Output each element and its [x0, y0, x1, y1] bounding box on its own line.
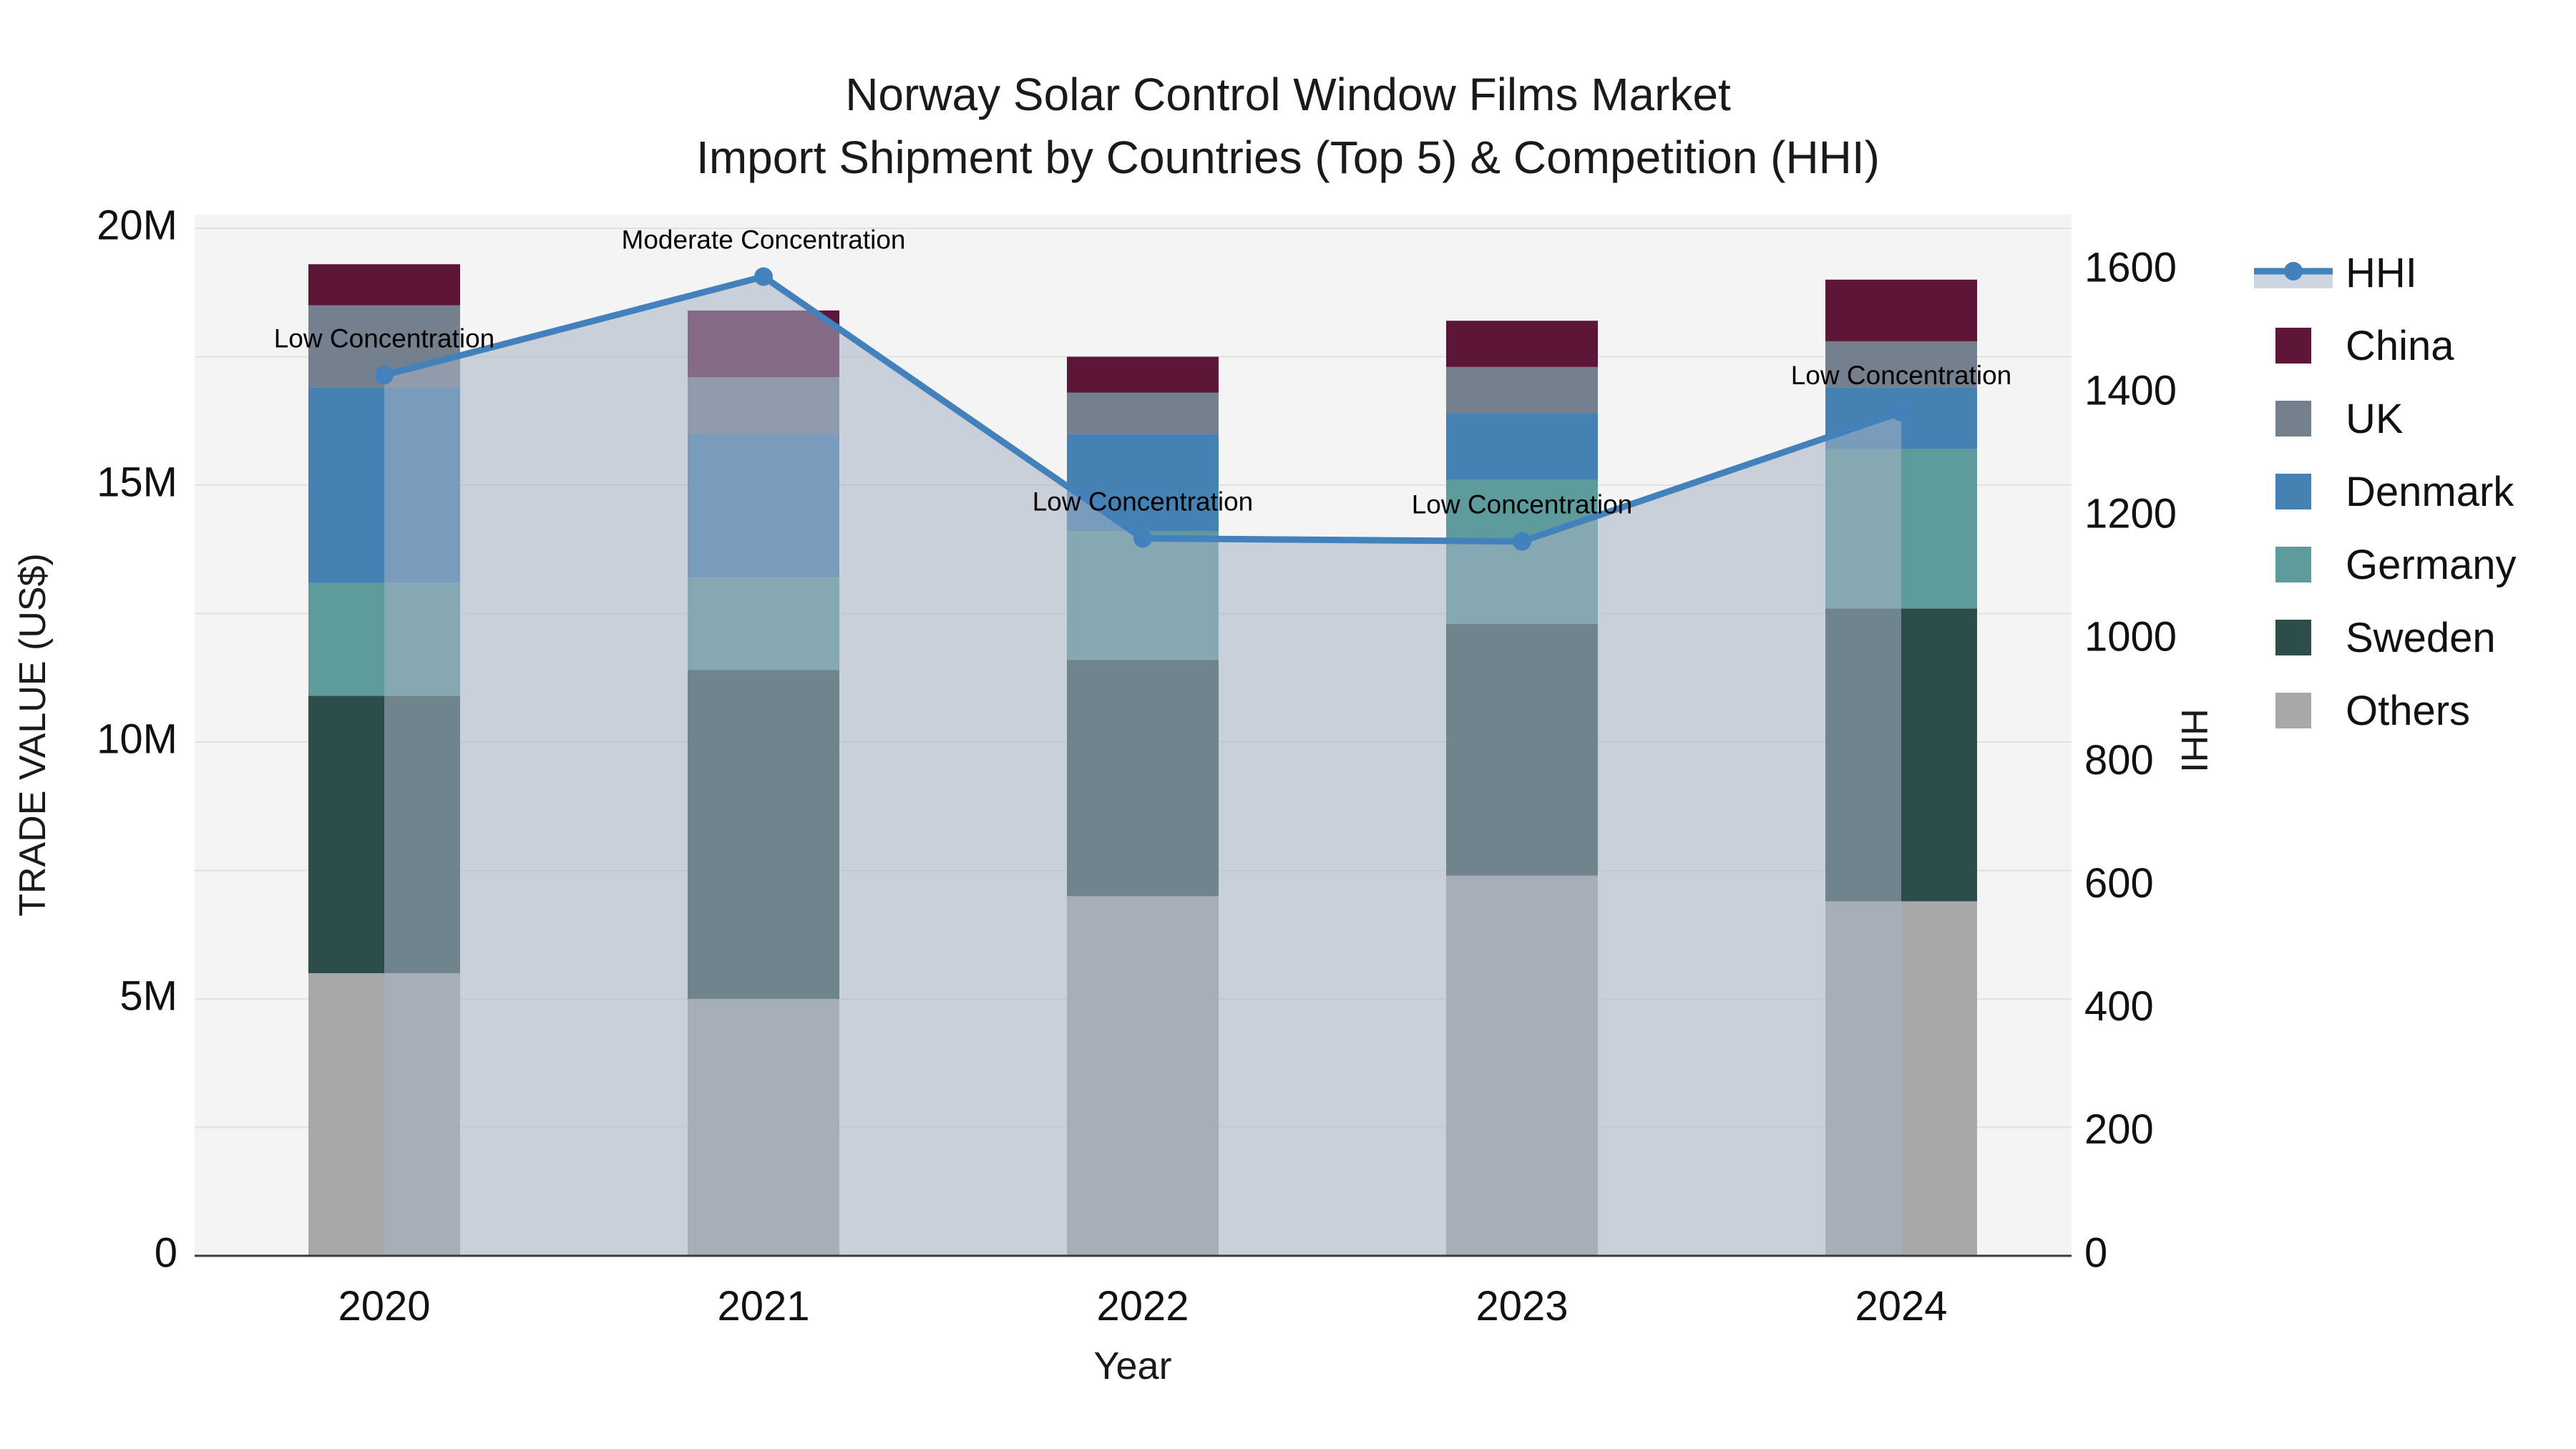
legend-color-square — [2275, 328, 2311, 364]
legend-item-china[interactable]: China — [2254, 309, 2517, 382]
y2-tick-label: 400 — [2084, 983, 2154, 1030]
hhi-area — [384, 276, 1901, 1257]
bar-segment-china-2020[interactable] — [308, 264, 460, 306]
y2-tick-label: 1000 — [2084, 614, 2177, 660]
series-color-swatch-icon — [2254, 616, 2333, 659]
legend-color-square — [2275, 547, 2311, 582]
chart-title-line1: Norway Solar Control Window Films Market — [845, 69, 1731, 120]
annotation-2022: Low Concentration — [1033, 487, 1254, 516]
hhi-line-swatch-icon — [2254, 251, 2333, 294]
y-tick-label: 15M — [97, 459, 177, 505]
legend-item-hhi[interactable]: HHI — [2254, 236, 2517, 309]
hhi-marker-2021[interactable] — [754, 267, 773, 286]
annotation-2020: Low Concentration — [274, 323, 495, 353]
annotation-2023: Low Concentration — [1412, 490, 1633, 519]
y-tick-label: 5M — [119, 972, 177, 1019]
y-tick-label: 0 — [155, 1229, 177, 1276]
hhi-marker-2022[interactable] — [1133, 529, 1152, 548]
legend-label: HHI — [2346, 249, 2417, 296]
legend-color-square — [2275, 474, 2311, 509]
bar-segment-denmark-2023[interactable] — [1446, 413, 1598, 480]
y2-tick-label: 1600 — [2084, 244, 2177, 291]
y-tick-label: 10M — [97, 716, 177, 762]
series-color-swatch-icon — [2254, 397, 2333, 440]
legend-item-uk[interactable]: UK — [2254, 382, 2517, 455]
chart-title-line2: Import Shipment by Countries (Top 5) & C… — [696, 132, 1880, 184]
series-color-swatch-icon — [2254, 543, 2333, 586]
x-tick-label-2023: 2023 — [1475, 1283, 1568, 1330]
hhi-marker-2023[interactable] — [1513, 532, 1531, 551]
bar-segment-uk-2024[interactable] — [1825, 341, 1977, 388]
y2-tick-label: 1200 — [2084, 491, 2177, 537]
y2-tick-label: 600 — [2084, 860, 2154, 907]
y2-tick-label: 200 — [2084, 1106, 2154, 1153]
legend-color-square — [2275, 401, 2311, 436]
legend-color-square — [2275, 620, 2311, 655]
legend-color-square — [2275, 693, 2311, 728]
annotation-2021: Moderate Concentration — [622, 225, 906, 255]
x-axis-title: Year — [1093, 1345, 1172, 1387]
bar-segment-china-2024[interactable] — [1825, 279, 1977, 341]
y-tick-label: 20M — [97, 202, 177, 248]
y2-tick-label: 800 — [2084, 737, 2154, 784]
bar-segment-uk-2022[interactable] — [1067, 392, 1219, 434]
legend-item-sweden[interactable]: Sweden — [2254, 601, 2517, 674]
bar-segment-china-2022[interactable] — [1067, 356, 1219, 393]
legend-label: UK — [2346, 395, 2404, 442]
legend-label: Denmark — [2346, 468, 2514, 515]
x-tick-label-2020: 2020 — [338, 1283, 430, 1330]
y2-tick-label: 1400 — [2084, 367, 2177, 414]
annotation-2024: Low Concentration — [1791, 361, 2012, 390]
legend-label: Sweden — [2346, 614, 2496, 661]
series-color-swatch-icon — [2254, 324, 2333, 367]
x-tick-label-2024: 2024 — [1855, 1283, 1947, 1330]
x-tick-label-2022: 2022 — [1096, 1283, 1189, 1330]
chart-title: Norway Solar Control Window Films Market… — [0, 63, 2576, 190]
legend: HHI China UK Denmark Germany Sweden Others — [2254, 236, 2517, 747]
series-color-swatch-icon — [2254, 689, 2333, 732]
legend-item-others[interactable]: Others — [2254, 674, 2517, 747]
bar-segment-uk-2023[interactable] — [1446, 366, 1598, 414]
x-tick-label-2021: 2021 — [717, 1283, 809, 1330]
legend-item-germany[interactable]: Germany — [2254, 528, 2517, 601]
legend-label: China — [2346, 322, 2454, 369]
legend-label: Others — [2346, 687, 2471, 734]
legend-item-denmark[interactable]: Denmark — [2254, 455, 2517, 528]
hhi-marker-2024[interactable] — [1892, 402, 1911, 421]
y2-tick-label: 0 — [2084, 1229, 2107, 1276]
hhi-marker-2020[interactable] — [375, 366, 394, 385]
series-color-swatch-icon — [2254, 470, 2333, 513]
bar-segment-china-2023[interactable] — [1446, 321, 1598, 367]
legend-label: Germany — [2346, 541, 2517, 588]
